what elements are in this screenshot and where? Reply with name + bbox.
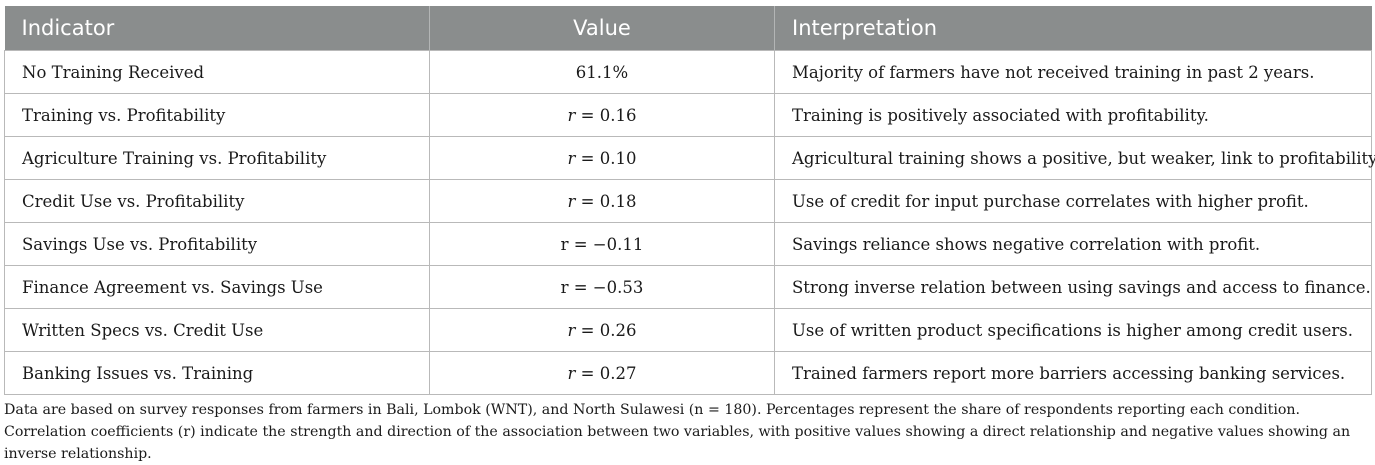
value-cell: r = 0.18: [429, 179, 775, 223]
table-footnote: Data are based on survey responses from …: [4, 402, 1351, 462]
r-symbol: r: [567, 105, 576, 125]
value-cell: r = −0.11: [429, 222, 775, 266]
interpretation-cell: Strong inverse relation between using sa…: [774, 265, 1372, 309]
header-value: Value: [429, 6, 775, 51]
interpretation-cell: Training is positively associated with p…: [774, 93, 1372, 137]
indicator-cell: Finance Agreement vs. Savings Use: [4, 265, 430, 309]
table-row: No Training Received 61.1% Majority of f…: [4, 50, 1372, 94]
value-cell: r = −0.53: [429, 265, 775, 309]
header-interpretation: Interpretation: [774, 6, 1372, 51]
r-symbol: r: [567, 148, 576, 168]
value-cell: 61.1%: [429, 50, 775, 94]
value-cell: r = 0.10: [429, 136, 775, 180]
table-row: Banking Issues vs. Training r = 0.27 Tra…: [4, 351, 1372, 395]
interpretation-cell: Trained farmers report more barriers acc…: [774, 351, 1372, 395]
r-symbol: r: [567, 363, 576, 383]
value-cell: r = 0.26: [429, 308, 775, 352]
results-table: Indicator Value Interpretation No Traini…: [4, 6, 1375, 395]
r-symbol: r: [567, 191, 576, 211]
header-indicator: Indicator: [4, 6, 430, 51]
interpretation-cell: Majority of farmers have not received tr…: [774, 50, 1372, 94]
r-symbol: r: [567, 320, 576, 340]
table-row: Training vs. Profitability r = 0.16 Trai…: [4, 93, 1372, 137]
indicator-cell: Agriculture Training vs. Profitability: [4, 136, 430, 180]
indicator-cell: Banking Issues vs. Training: [4, 351, 430, 395]
table-row: Credit Use vs. Profitability r = 0.18 Us…: [4, 179, 1372, 223]
table-row: Written Specs vs. Credit Use r = 0.26 Us…: [4, 308, 1372, 352]
interpretation-cell: Agricultural training shows a positive, …: [774, 136, 1375, 180]
value-cell: r = 0.16: [429, 93, 775, 137]
table-body: No Training Received 61.1% Majority of f…: [4, 50, 1375, 395]
indicator-cell: Training vs. Profitability: [4, 93, 430, 137]
table-header: Indicator Value Interpretation: [4, 6, 1372, 51]
interpretation-cell: Use of credit for input purchase correla…: [774, 179, 1372, 223]
value-cell: r = 0.27: [429, 351, 775, 395]
interpretation-cell: Use of written product specifications is…: [774, 308, 1372, 352]
indicator-cell: Written Specs vs. Credit Use: [4, 308, 430, 352]
indicator-cell: Savings Use vs. Profitability: [4, 222, 430, 266]
table-row: Savings Use vs. Profitability r = −0.11 …: [4, 222, 1372, 266]
indicator-cell: Credit Use vs. Profitability: [4, 179, 430, 223]
results-table-container: Indicator Value Interpretation No Traini…: [4, 6, 1375, 395]
interpretation-cell: Savings reliance shows negative correlat…: [774, 222, 1372, 266]
table-row: Agriculture Training vs. Profitability r…: [4, 136, 1375, 180]
table-row: Finance Agreement vs. Savings Use r = −0…: [4, 265, 1372, 309]
indicator-cell: No Training Received: [4, 50, 430, 94]
